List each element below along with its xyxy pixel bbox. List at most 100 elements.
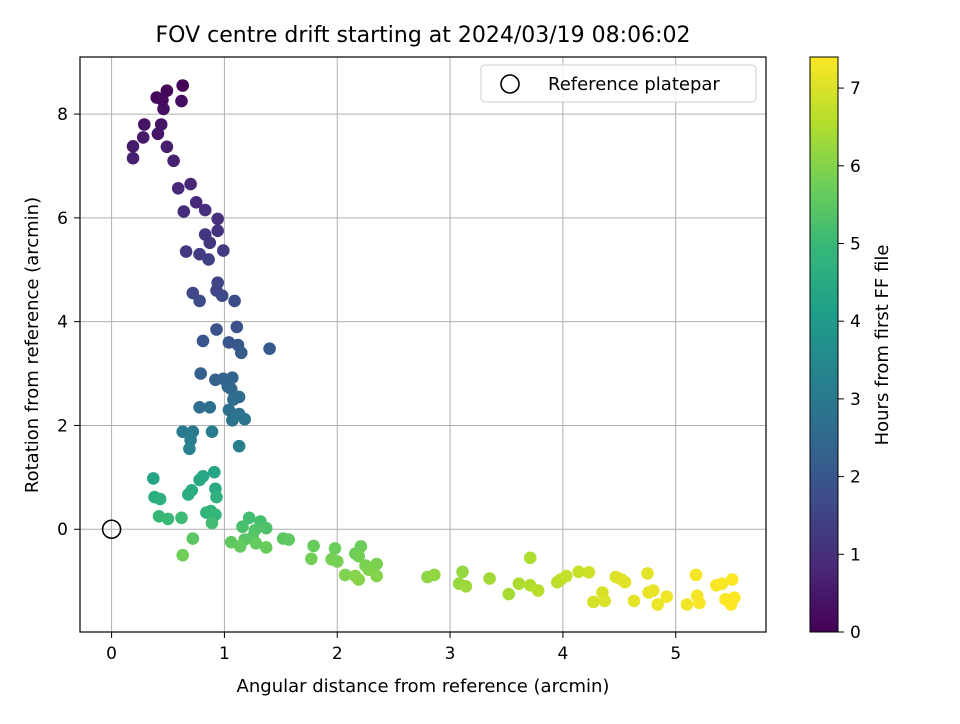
data-point — [176, 425, 189, 439]
data-point — [618, 575, 632, 589]
colorbar-ticks: 0 1 2 3 4 5 6 7 — [838, 79, 861, 643]
y-tick-label: 0 — [57, 520, 68, 540]
data-point — [151, 127, 165, 141]
data-point — [651, 598, 664, 611]
data-point — [179, 245, 193, 258]
data-point — [205, 516, 219, 530]
data-point — [724, 598, 738, 611]
data-point — [282, 533, 296, 546]
data-point — [228, 294, 241, 308]
x-tick-label: 0 — [106, 644, 117, 664]
data-point — [483, 572, 496, 585]
data-point — [160, 84, 174, 97]
data-point — [193, 401, 206, 414]
colorbar-label: Hours from first FF file — [872, 245, 893, 446]
colorbar-tick-label: 6 — [850, 157, 861, 177]
data-point — [177, 205, 191, 218]
x-tick-label: 5 — [670, 644, 681, 664]
legend: Reference platepar — [480, 64, 757, 103]
data-point — [587, 595, 600, 609]
y-tick-label: 8 — [57, 105, 68, 125]
y-axis-label: Rotation from reference (arcmin) — [22, 197, 43, 493]
data-point — [175, 94, 188, 108]
colorbar-tick-label: 3 — [850, 390, 861, 410]
x-tick-label: 4 — [557, 644, 568, 664]
colorbar: 0 1 2 3 4 5 6 7 Hours from first FF file — [809, 56, 893, 643]
data-point — [182, 488, 195, 501]
reference-platepar-marker — [101, 519, 122, 540]
data-point — [171, 182, 185, 195]
data-point — [428, 568, 441, 582]
data-point — [627, 594, 641, 608]
x-tick-label: 3 — [445, 644, 456, 664]
data-point — [230, 320, 244, 334]
data-point — [160, 140, 174, 154]
colorbar-tick-label: 4 — [850, 312, 861, 332]
data-point — [175, 511, 188, 525]
data-point — [338, 568, 352, 582]
data-point — [263, 342, 276, 356]
data-point — [167, 154, 180, 168]
colorbar-tick-label: 2 — [850, 468, 861, 488]
data-point — [715, 577, 729, 590]
data-point — [660, 590, 673, 603]
x-axis-label: Angular distance from reference (arcmin) — [237, 676, 610, 697]
data-point — [259, 521, 273, 535]
legend-box — [480, 64, 757, 103]
data-point — [370, 569, 384, 583]
colorbar-tick-label: 1 — [850, 545, 861, 565]
data-point — [238, 412, 251, 426]
data-point — [183, 442, 196, 456]
data-point — [211, 212, 224, 226]
data-point — [523, 551, 537, 565]
data-point — [305, 552, 318, 566]
y-tick-label: 4 — [57, 313, 68, 333]
data-point — [217, 244, 230, 257]
data-point — [138, 118, 151, 131]
data-point — [232, 439, 246, 453]
colorbar-tick-label: 7 — [850, 79, 861, 99]
data-point — [136, 131, 150, 144]
data-point — [210, 490, 223, 504]
data-point — [193, 473, 206, 487]
data-point — [176, 79, 189, 92]
data-point — [560, 569, 573, 583]
data-point — [194, 367, 207, 380]
legend-open-circle-marker — [500, 74, 520, 94]
data-point — [176, 548, 189, 562]
data-point — [153, 492, 167, 506]
data-point — [126, 151, 140, 165]
data-point — [236, 520, 249, 533]
y-axis-ticks: 0 2 4 6 8 — [57, 105, 80, 540]
data-point — [211, 224, 224, 238]
data-point — [198, 203, 212, 217]
x-tick-label: 1 — [219, 644, 230, 664]
data-point — [203, 401, 217, 414]
data-point — [502, 587, 516, 601]
data-point — [582, 566, 596, 579]
chart-title: FOV centre drift starting at 2024/03/19 … — [156, 23, 691, 48]
data-point — [203, 236, 217, 250]
data-point — [126, 140, 140, 153]
data-point — [249, 537, 263, 550]
x-tick-label: 2 — [332, 644, 343, 664]
data-point — [184, 177, 197, 191]
data-point — [598, 594, 611, 608]
data-point — [242, 511, 256, 525]
data-point — [693, 596, 706, 610]
data-point — [459, 580, 473, 593]
data-point — [689, 568, 703, 582]
data-point — [205, 425, 219, 439]
data-point — [227, 393, 240, 406]
data-point — [147, 472, 160, 485]
data-point — [193, 294, 206, 308]
data-points — [126, 79, 741, 611]
y-tick-label: 6 — [57, 209, 68, 229]
data-point — [352, 549, 366, 563]
data-point — [572, 565, 585, 579]
y-tick-label: 2 — [57, 416, 68, 436]
data-point — [226, 414, 239, 427]
colorbar-tick-label: 0 — [850, 623, 861, 643]
colorbar-tick-label: 5 — [850, 234, 861, 254]
